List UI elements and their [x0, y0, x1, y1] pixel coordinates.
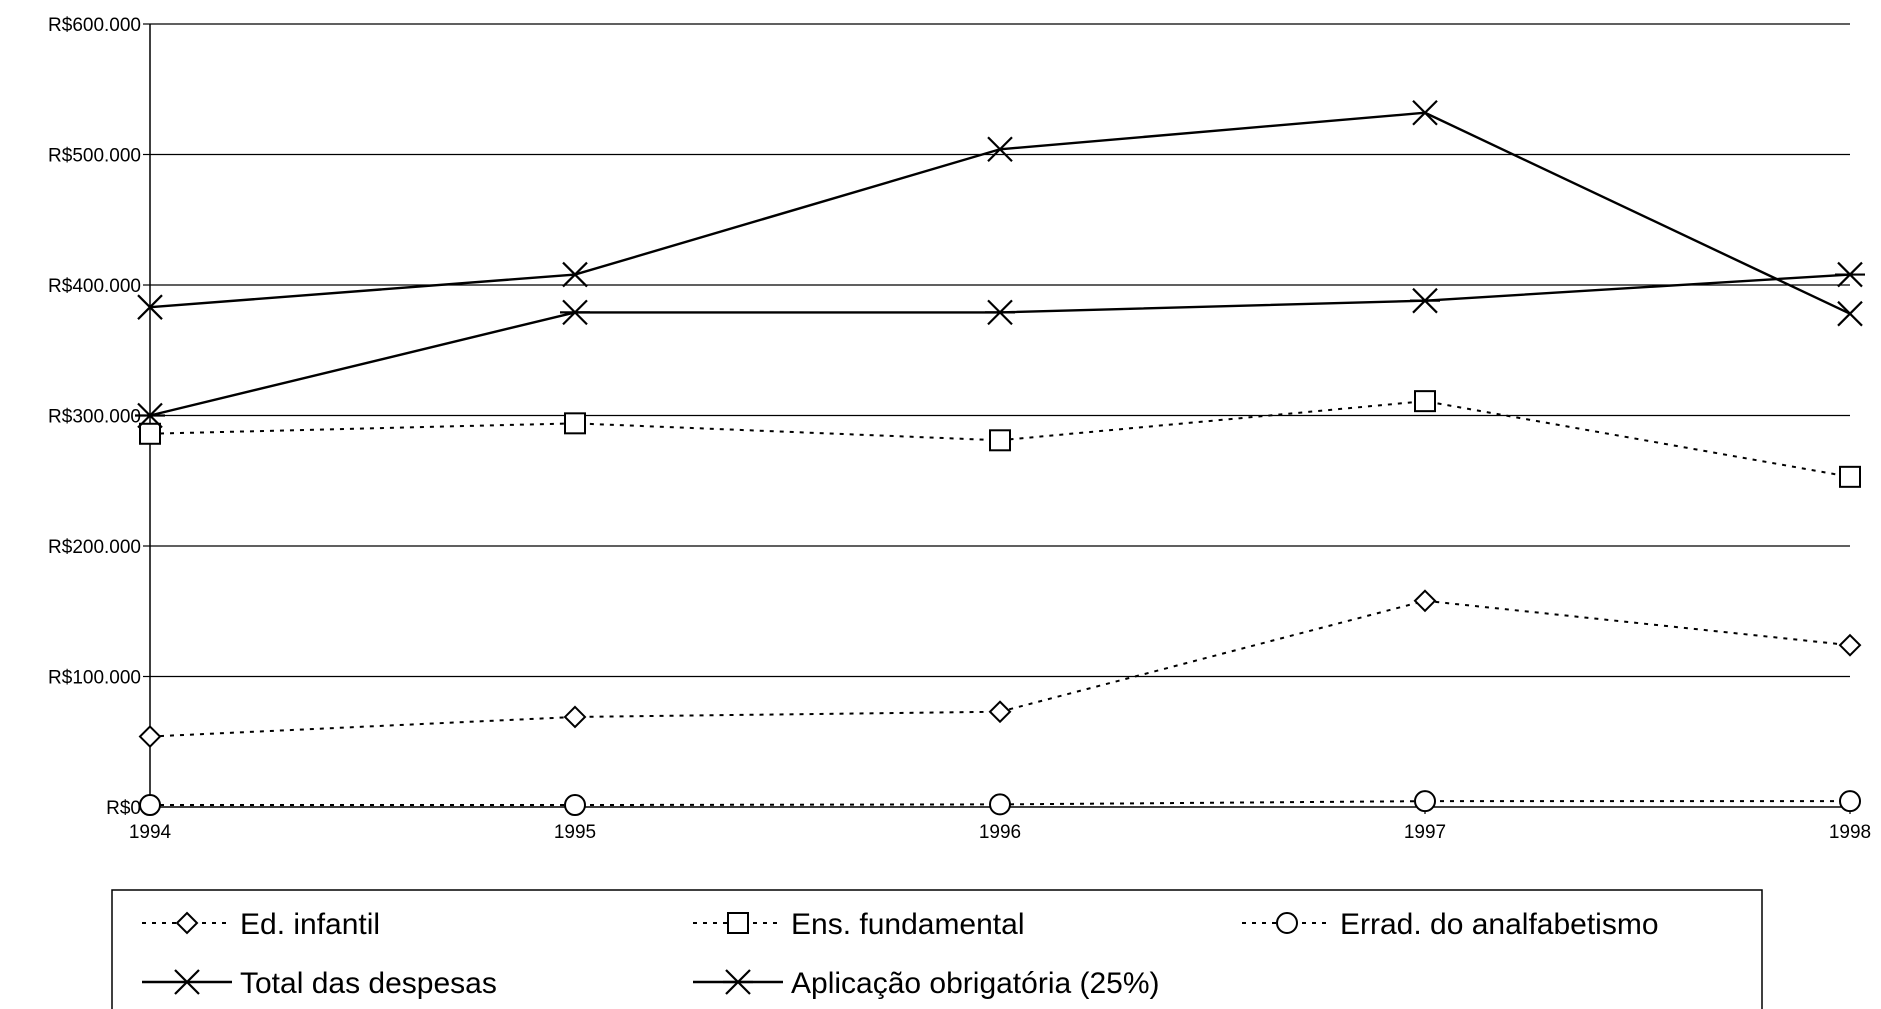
marker-x: [1412, 99, 1438, 126]
marker-circle: [1276, 912, 1298, 934]
y-tick-label: R$200.000: [48, 537, 141, 558]
y-tick-label: R$500.000: [48, 146, 141, 167]
marker-diamond: [563, 705, 587, 729]
series-1: [139, 390, 1861, 488]
y-axis-ticks: R$0 R$100.000 R$200.000 R$300.000 R$400.000 R…: [48, 15, 150, 819]
series-0: [138, 589, 1862, 748]
y-tick-label: R$100.000: [48, 668, 141, 689]
legend-item-0: Ed. infantil: [142, 908, 380, 941]
marker-circle: [1839, 790, 1861, 813]
y-tick-label: R$400.000: [48, 276, 141, 297]
legend-label: Aplicação obrigatória (25%): [791, 967, 1160, 1000]
series-4: [135, 261, 1865, 429]
x-tick-label: 1995: [554, 822, 596, 843]
marker-circle: [1414, 790, 1436, 813]
y-tick-label: R$0: [106, 798, 141, 819]
series-line: [149, 273, 1851, 417]
legend-item-1: Ens. fundamental: [693, 908, 1024, 941]
series-2: [139, 790, 1861, 817]
marker-square: [1414, 390, 1436, 413]
marker-x: [137, 294, 163, 320]
x-tick-label: 1997: [1404, 822, 1446, 843]
legend-box: [111, 889, 1763, 1009]
marker-square: [727, 912, 749, 934]
marker-square: [989, 429, 1011, 452]
marker-diamond: [138, 725, 162, 748]
marker-diamond: [175, 911, 199, 935]
marker-x: [987, 136, 1013, 163]
marker-square: [139, 422, 161, 445]
marker-x: [1837, 300, 1863, 327]
marker-star: [135, 402, 165, 429]
marker-diamond: [1413, 589, 1437, 613]
marker-x: [174, 969, 200, 995]
legend-label: Errad. do analfabetismo: [1340, 908, 1659, 941]
legend-item-2: Errad. do analfabetismo: [1242, 908, 1659, 941]
y-tick-label: R$300.000: [48, 407, 141, 428]
legend-label: Ed. infantil: [240, 908, 380, 941]
legend-label: Ens. fundamental: [791, 908, 1024, 941]
marker-circle: [139, 794, 161, 817]
legend-item-4: Aplicação obrigatória (25%): [693, 967, 1160, 1000]
marker-star: [1410, 287, 1440, 314]
marker-diamond: [988, 700, 1012, 724]
series-3: [137, 99, 1863, 327]
marker-square: [564, 412, 586, 435]
marker-star: [985, 299, 1015, 326]
marker-circle: [989, 793, 1011, 816]
x-axis-ticks: 1994 1995 1996 1997 1998: [129, 807, 1871, 843]
marker-star: [723, 969, 753, 995]
series-group: [135, 99, 1865, 817]
marker-star: [1835, 261, 1865, 288]
marker-star: [560, 299, 590, 326]
marker-circle: [564, 794, 586, 817]
y-tick-label: R$600.000: [48, 15, 141, 36]
marker-square: [1839, 465, 1861, 488]
x-tick-label: 1996: [979, 822, 1021, 843]
series-line: [149, 111, 1851, 315]
legend-item-3: Total das despesas: [142, 967, 497, 1000]
legend: Ed. infantil Ens. fundamental Errad. do an…: [111, 889, 1763, 1009]
marker-x: [562, 261, 588, 288]
x-tick-label: 1994: [129, 822, 172, 843]
gridlines: [150, 23, 1850, 678]
x-tick-label: 1998: [1829, 822, 1871, 843]
legend-label: Total das despesas: [240, 967, 497, 1000]
marker-diamond: [1838, 633, 1862, 657]
